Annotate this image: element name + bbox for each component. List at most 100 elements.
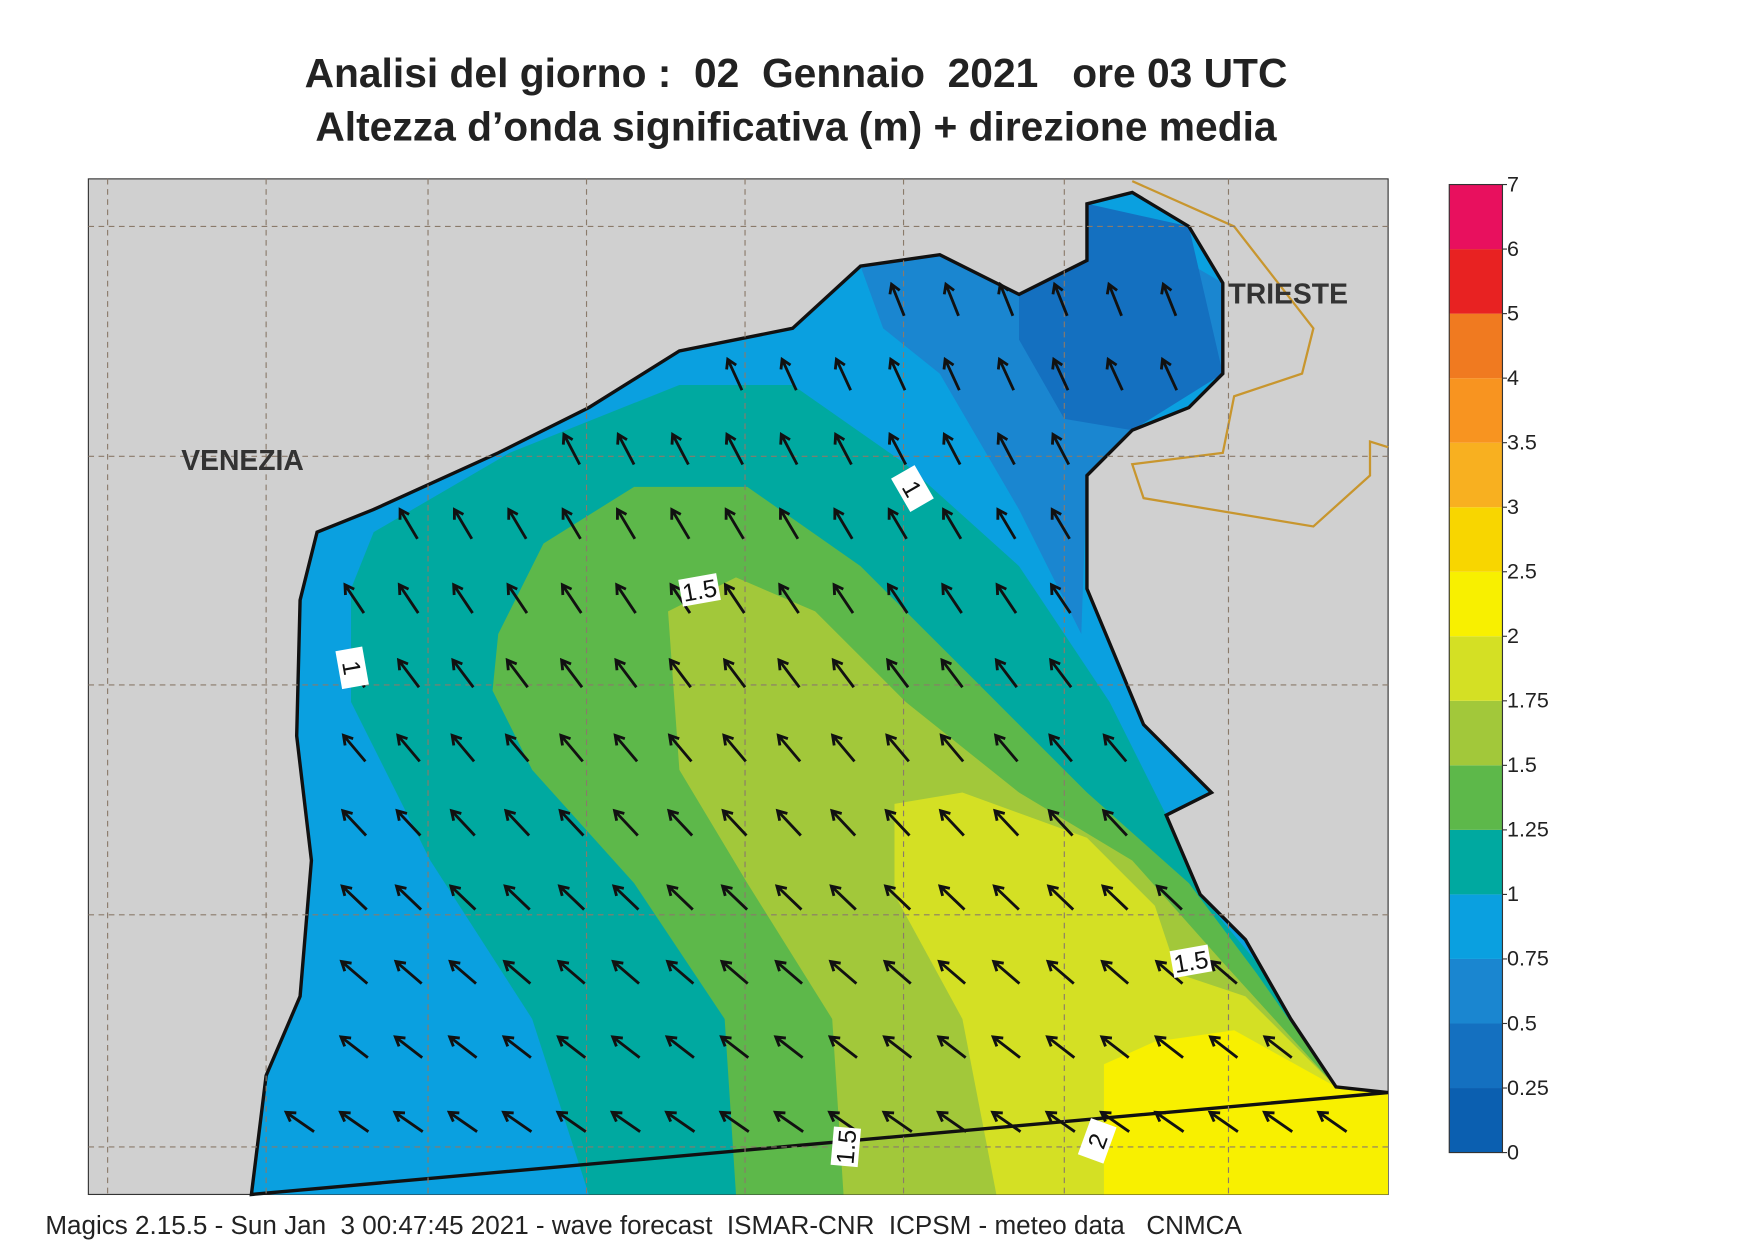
arrow [1051,432,1071,466]
arrow [778,582,800,614]
colorbar: 0 0.25 0.5 0.75 1 1.25 1.5 1.75 2 2.5 3 3.5 4 5 6 7 [1448,172,1549,1164]
colorbar-label: 0.5 [1507,1011,1537,1035]
arrow [446,1110,478,1133]
arrow [447,1035,478,1059]
arrow [613,733,639,763]
arrow [664,1035,695,1059]
arrow [501,1035,532,1059]
colorbar-label: 2 [1507,624,1519,648]
arrow [1262,1035,1293,1059]
arrow [396,657,421,689]
arrow [725,356,744,391]
graticule [88,178,1389,1195]
arrow [611,884,640,911]
arrow [449,808,476,837]
label-bg [830,1126,862,1168]
arrow [940,657,964,689]
arrow [990,1035,1021,1059]
arrow [1099,1110,1131,1133]
arrow [338,1110,370,1133]
contour-label: 1.5 [830,1126,862,1168]
colorbar-label: 1 [1507,882,1519,906]
arrow [502,959,532,985]
arrow [1154,959,1184,985]
arrow [936,1035,967,1059]
arrow [942,356,961,391]
arrow [504,733,530,763]
arrow [996,432,1016,466]
place-label: VENEZIA [181,444,304,476]
colorbar-bin [1449,1088,1503,1153]
arrow [503,884,531,911]
arrow [555,1110,587,1133]
arrow [670,507,691,540]
arrow [341,733,367,763]
contour-label: 1 [335,646,369,690]
arrow [887,507,908,540]
colorbar-label: 0.25 [1507,1076,1549,1100]
arrow [559,733,584,763]
arrow [611,959,640,985]
arrow [882,959,912,985]
arrow [993,808,1020,837]
arrow [721,808,748,837]
arrow [833,432,853,466]
arrow [1051,281,1069,317]
arrow [719,1035,750,1059]
contour-label: 2 [1077,1118,1117,1164]
arrow [557,884,586,911]
arrow [283,1110,315,1133]
arrow [448,884,477,911]
colorbar-bin [1449,378,1503,443]
colorbar-bin [1449,249,1503,314]
arrow [560,582,583,614]
arrow [888,281,906,317]
colorbar-bin [1449,700,1503,766]
arrow [886,582,909,614]
contour-label: 1 [891,465,934,512]
arrow [1101,808,1128,837]
colorbar-bin [1449,184,1503,250]
arrow [392,1110,424,1133]
arrow [1046,884,1075,911]
contour-label: 1.5 [678,573,721,608]
coastline [249,190,1389,1197]
arrow [886,657,910,689]
arrow [397,582,420,614]
label-bg [1169,944,1213,978]
arrow [888,356,907,391]
arrow [719,959,749,985]
colorbar-label: 3.5 [1507,430,1537,454]
arrow [507,507,528,540]
arrow [616,507,637,540]
arrow [718,1110,750,1133]
arrow [779,432,799,466]
arrow [832,582,855,614]
arrow [1105,281,1123,317]
arrow [393,1035,424,1059]
label-bg [335,646,369,690]
subtitle: Altezza d’onda significativa (m) + direz… [315,103,1277,149]
arrow [501,1110,533,1133]
arrow [393,959,423,985]
colorbar-label: 1.75 [1507,689,1549,713]
arrow [614,657,638,689]
arrow [450,733,476,763]
arrow [1045,1035,1076,1059]
arrow [1049,582,1072,614]
colorbar-bin [1449,829,1503,895]
label-bg [678,573,721,607]
arrow [559,657,584,689]
arrow [398,507,419,540]
arrow [664,1110,696,1133]
arrow [997,281,1015,317]
arrow [1048,733,1073,763]
colorbar-label: 3 [1507,495,1519,519]
arrow [996,356,1015,391]
arrow [1100,884,1129,911]
arrow [1155,884,1183,911]
arrow [340,808,368,837]
footer: Magics 2.15.5 - Sun Jan 3 00:47:45 2021 … [45,1210,1242,1240]
arrow [452,507,474,540]
